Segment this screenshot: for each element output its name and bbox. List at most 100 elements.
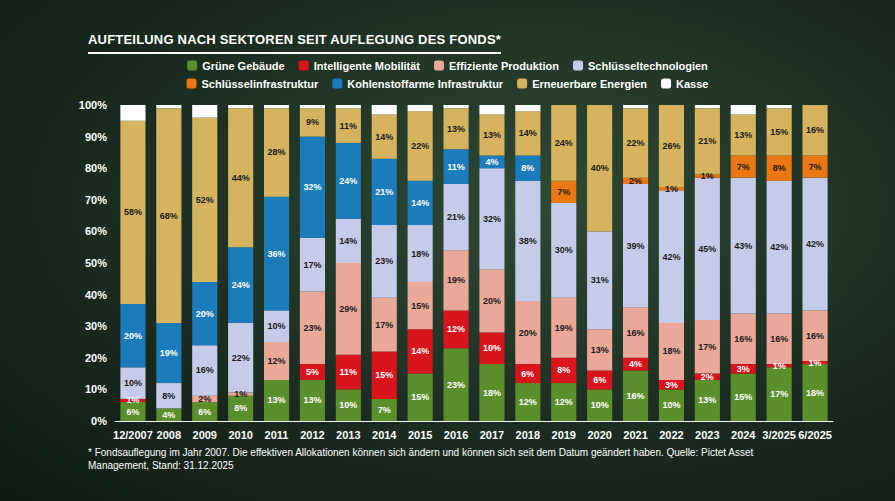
svg-text:40%: 40% — [591, 163, 609, 173]
svg-text:1%: 1% — [701, 171, 714, 181]
svg-text:21%: 21% — [447, 212, 465, 222]
svg-text:18%: 18% — [483, 388, 501, 398]
svg-text:6%: 6% — [198, 407, 211, 417]
svg-text:8%: 8% — [521, 163, 534, 173]
svg-text:12%: 12% — [519, 397, 537, 407]
svg-text:Kohlenstoffarme Infrastruktur: Kohlenstoffarme Infrastruktur — [347, 78, 504, 90]
svg-text:3%: 3% — [737, 364, 750, 374]
svg-text:8%: 8% — [234, 403, 247, 413]
svg-text:2013: 2013 — [336, 429, 360, 441]
svg-text:13%: 13% — [447, 124, 465, 134]
svg-text:4%: 4% — [629, 359, 642, 369]
svg-text:11%: 11% — [340, 121, 358, 131]
svg-text:14%: 14% — [519, 128, 537, 138]
svg-text:12/2007: 12/2007 — [113, 429, 153, 441]
svg-text:24%: 24% — [555, 138, 573, 148]
svg-text:16%: 16% — [770, 334, 788, 344]
svg-text:2019: 2019 — [552, 429, 576, 441]
svg-text:80%: 80% — [85, 162, 107, 174]
svg-text:14%: 14% — [411, 198, 429, 208]
svg-text:2018: 2018 — [516, 429, 540, 441]
svg-text:6%: 6% — [126, 407, 139, 417]
svg-text:15%: 15% — [770, 127, 788, 137]
svg-text:4%: 4% — [485, 157, 498, 167]
svg-text:22%: 22% — [232, 353, 250, 363]
svg-text:9%: 9% — [306, 117, 319, 127]
svg-text:Intelligente Mobilität: Intelligente Mobilität — [314, 60, 421, 72]
svg-text:2021: 2021 — [623, 429, 647, 441]
svg-text:2016: 2016 — [444, 429, 468, 441]
svg-text:1%: 1% — [665, 184, 678, 194]
svg-text:2023: 2023 — [695, 429, 719, 441]
svg-text:Schlüsselinfrastruktur: Schlüsselinfrastruktur — [202, 78, 319, 90]
svg-text:13%: 13% — [268, 395, 286, 405]
svg-text:16%: 16% — [806, 331, 824, 341]
svg-text:23%: 23% — [447, 380, 465, 390]
svg-text:44%: 44% — [232, 173, 250, 183]
svg-text:23%: 23% — [375, 256, 393, 266]
svg-text:15%: 15% — [734, 392, 752, 402]
svg-text:20%: 20% — [124, 331, 142, 341]
svg-text:15%: 15% — [411, 392, 429, 402]
svg-text:10%: 10% — [339, 400, 357, 410]
svg-text:0%: 0% — [91, 415, 107, 427]
svg-text:58%: 58% — [124, 207, 142, 217]
svg-text:19%: 19% — [160, 348, 178, 358]
svg-text:6%: 6% — [593, 375, 606, 385]
svg-text:10%: 10% — [662, 400, 680, 410]
svg-text:2014: 2014 — [372, 429, 397, 441]
svg-text:16%: 16% — [734, 334, 752, 344]
svg-text:17%: 17% — [698, 342, 716, 352]
svg-text:32%: 32% — [303, 182, 321, 192]
svg-text:42%: 42% — [806, 239, 824, 249]
svg-text:1%: 1% — [809, 358, 822, 368]
svg-text:38%: 38% — [519, 236, 537, 246]
svg-text:60%: 60% — [85, 225, 107, 237]
svg-text:3/2025: 3/2025 — [762, 429, 796, 441]
svg-text:12%: 12% — [268, 356, 286, 366]
svg-text:29%: 29% — [339, 304, 357, 314]
svg-text:7%: 7% — [737, 162, 750, 172]
svg-text:13%: 13% — [483, 130, 501, 140]
svg-text:20%: 20% — [85, 352, 107, 364]
svg-text:31%: 31% — [591, 275, 609, 285]
svg-text:2%: 2% — [701, 372, 714, 382]
svg-text:3%: 3% — [665, 380, 678, 390]
svg-text:30%: 30% — [85, 320, 107, 332]
svg-text:100%: 100% — [79, 99, 107, 111]
svg-text:43%: 43% — [734, 241, 752, 251]
svg-text:12%: 12% — [447, 324, 465, 334]
svg-text:12%: 12% — [555, 397, 573, 407]
svg-text:18%: 18% — [806, 388, 824, 398]
svg-text:2024: 2024 — [731, 429, 756, 441]
svg-text:24%: 24% — [232, 280, 250, 290]
svg-text:20%: 20% — [483, 296, 501, 306]
svg-text:10%: 10% — [483, 343, 501, 353]
svg-text:23%: 23% — [303, 323, 321, 333]
svg-text:10%: 10% — [591, 400, 609, 410]
svg-text:16%: 16% — [627, 328, 645, 338]
svg-text:39%: 39% — [627, 241, 645, 251]
svg-text:14%: 14% — [375, 132, 393, 142]
svg-text:2009: 2009 — [193, 429, 217, 441]
svg-text:90%: 90% — [85, 131, 107, 143]
svg-text:18%: 18% — [662, 346, 680, 356]
svg-text:7%: 7% — [557, 187, 570, 197]
svg-text:20%: 20% — [519, 328, 537, 338]
svg-text:2011: 2011 — [265, 429, 289, 441]
svg-text:2010: 2010 — [228, 429, 252, 441]
svg-text:1%: 1% — [234, 389, 247, 399]
svg-text:14%: 14% — [411, 346, 429, 356]
svg-text:6/2025: 6/2025 — [798, 429, 832, 441]
svg-text:2015: 2015 — [408, 429, 432, 441]
svg-text:19%: 19% — [447, 275, 465, 285]
svg-text:15%: 15% — [411, 301, 429, 311]
svg-text:70%: 70% — [85, 194, 107, 206]
svg-text:4%: 4% — [162, 410, 175, 420]
svg-text:2020: 2020 — [587, 429, 611, 441]
svg-text:50%: 50% — [85, 257, 107, 269]
svg-text:2008: 2008 — [157, 429, 181, 441]
svg-text:40%: 40% — [85, 289, 107, 301]
svg-text:Grüne Gebäude: Grüne Gebäude — [202, 60, 285, 72]
svg-text:20%: 20% — [196, 309, 214, 319]
